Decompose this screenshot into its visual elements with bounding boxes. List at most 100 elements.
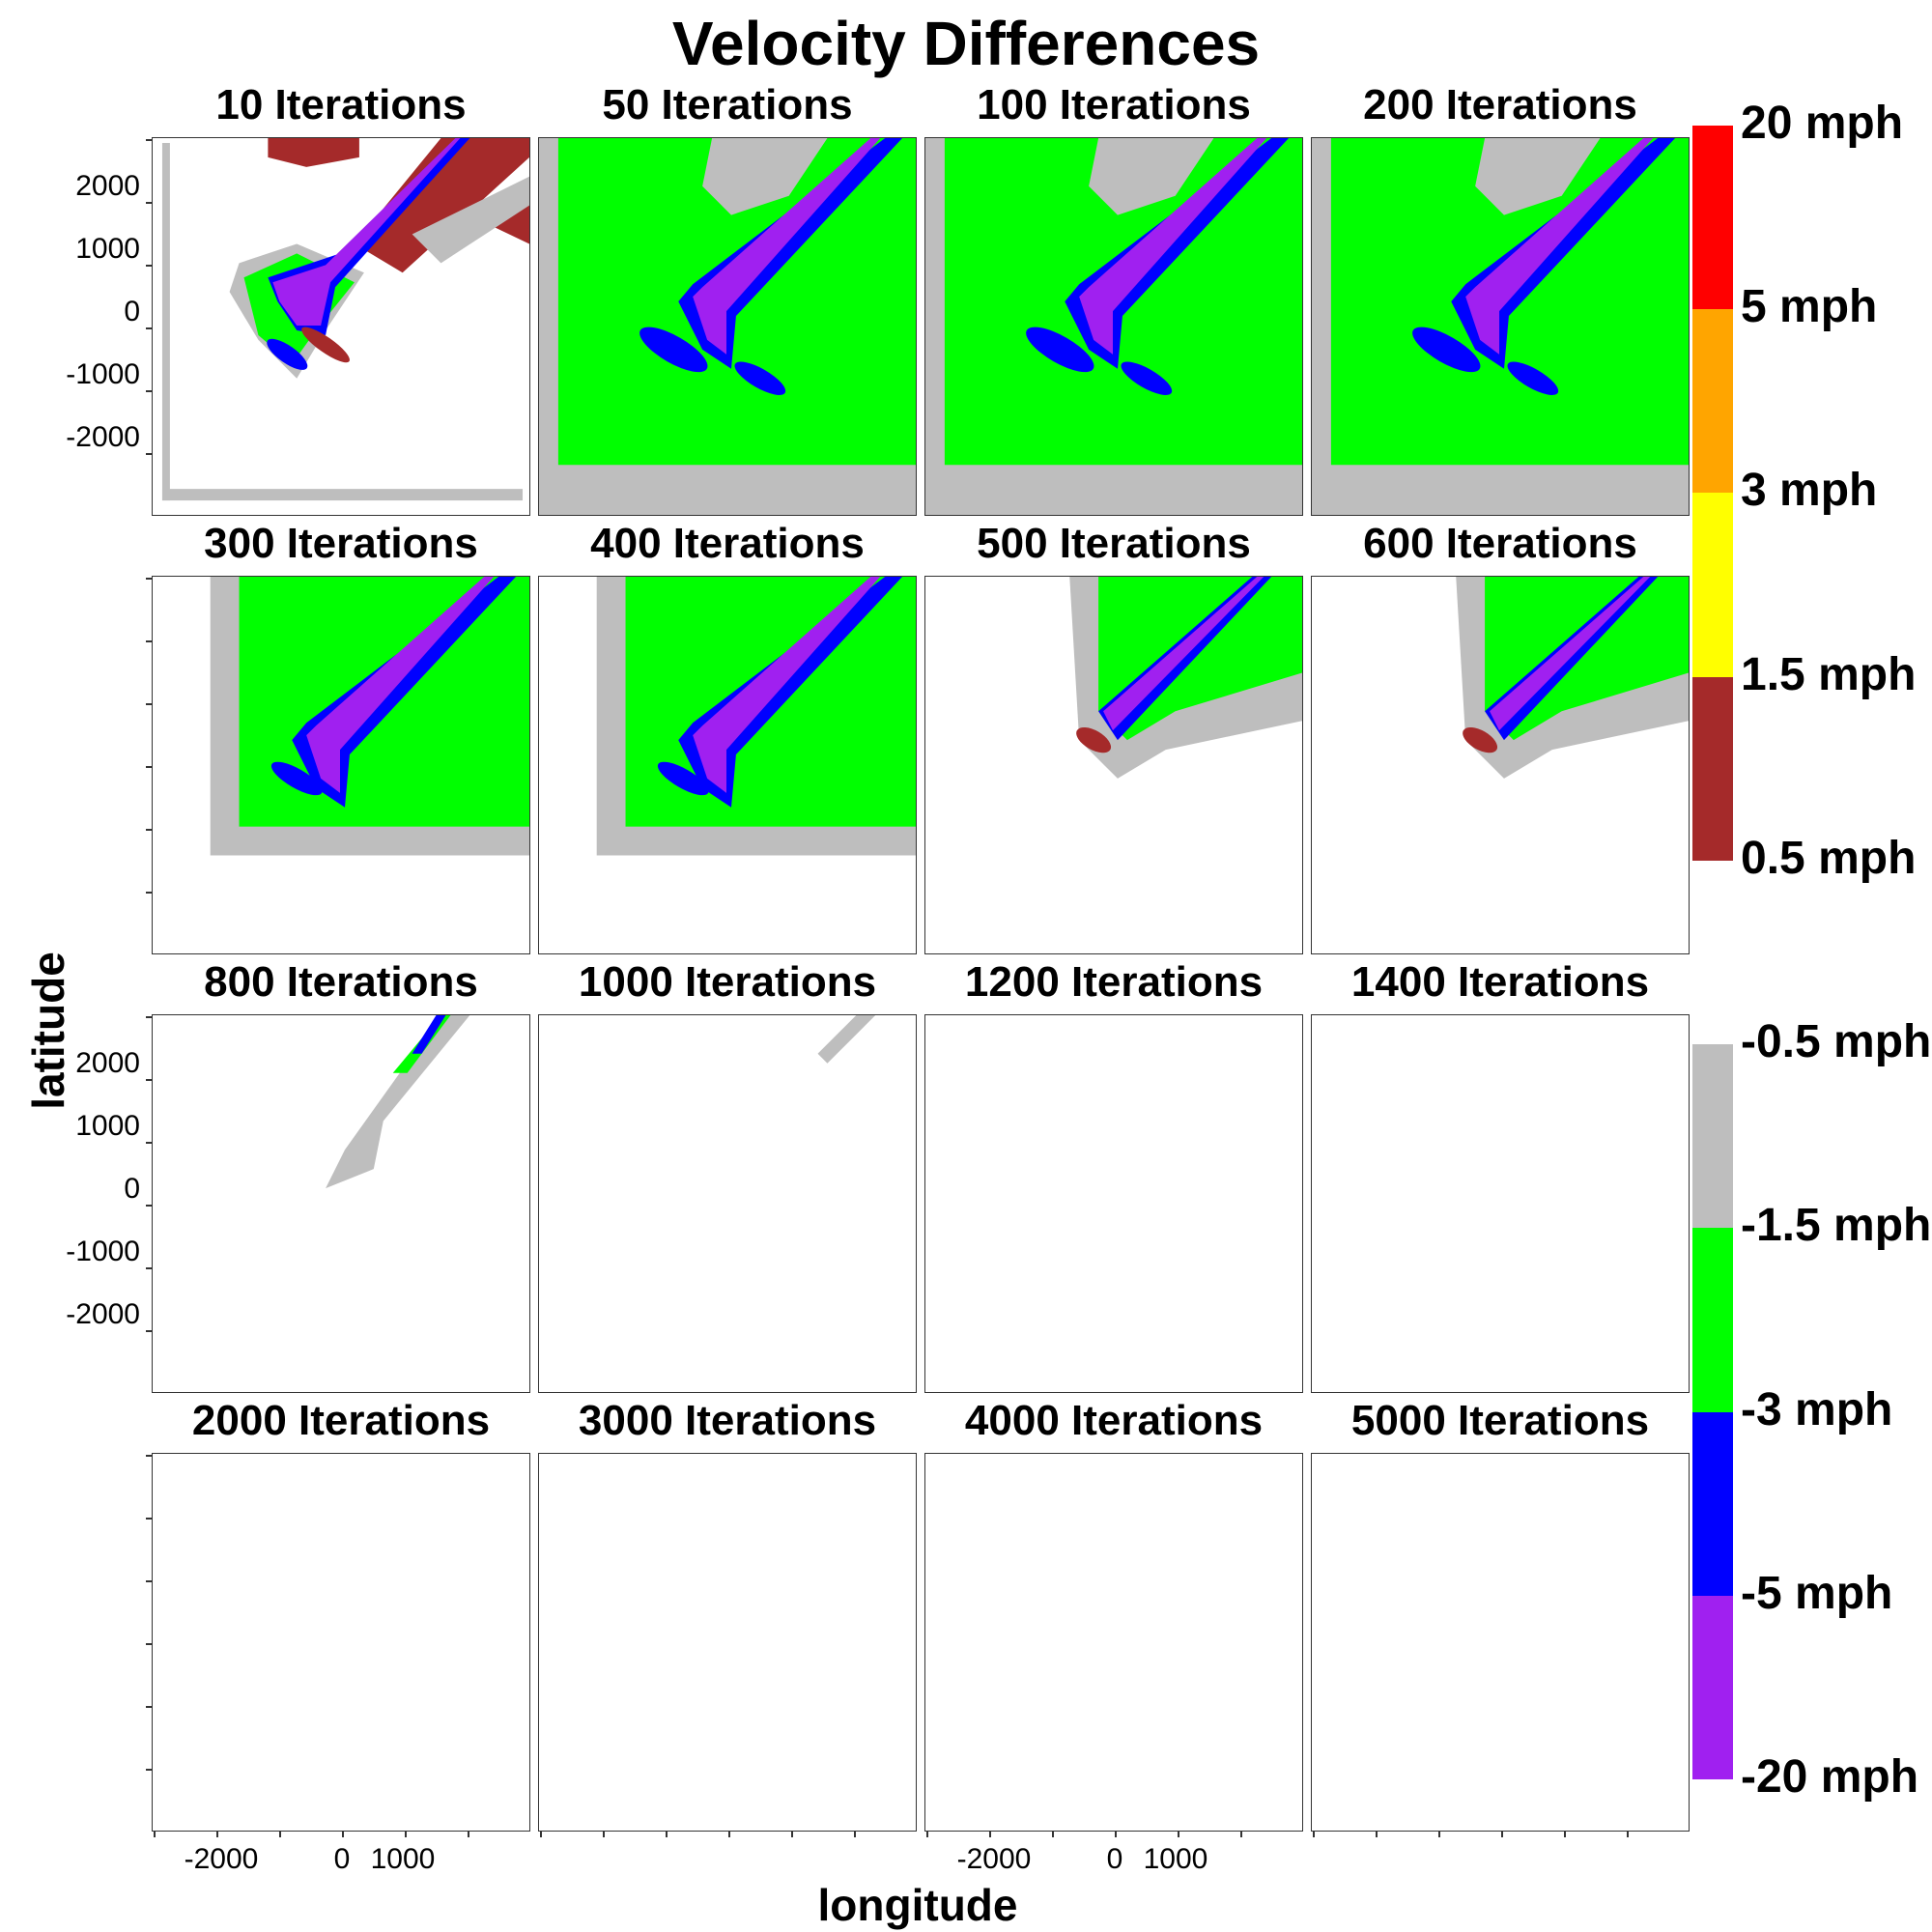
y-axis-title: latitude: [23, 952, 73, 1110]
y-tick-mark: [146, 265, 152, 267]
x-tick-mark: [540, 1832, 542, 1837]
x-tick-mark: [1501, 1832, 1503, 1837]
y-tick-mark: [146, 640, 152, 642]
heatmap-panel: [152, 1453, 530, 1832]
x-tick-mark: [1240, 1832, 1242, 1837]
x-tick-label: 1000: [370, 1843, 436, 1875]
heatmap-panel: [152, 1014, 530, 1393]
x-tick-mark: [728, 1832, 730, 1837]
legend-label: 1.5 mph: [1741, 648, 1917, 700]
legend-swatch: [1692, 493, 1733, 678]
panel-title: 10 Iterations: [215, 81, 467, 128]
panel-title: 50 Iterations: [602, 81, 853, 128]
x-tick-label: -2000: [184, 1843, 259, 1875]
x-tick-label: -2000: [956, 1843, 1032, 1875]
border-gray: [161, 142, 170, 501]
legend-label: -5 mph: [1741, 1567, 1893, 1619]
y-tick-mark: [146, 1142, 152, 1144]
legend-swatch: [1692, 1595, 1733, 1780]
blue-ellipse: [734, 361, 786, 395]
x-tick-label: 0: [333, 1843, 351, 1875]
legend-label: 3 mph: [1741, 465, 1878, 517]
panel-title: 100 Iterations: [977, 81, 1251, 128]
blue-ellipse: [1412, 327, 1481, 373]
x-tick-mark: [1115, 1832, 1117, 1837]
y-tick-mark: [146, 1769, 152, 1771]
y-tick-mark: [146, 578, 152, 580]
heatmap-panel: [538, 1453, 917, 1832]
panel-title: 400 Iterations: [590, 520, 865, 567]
y-tick-mark: [146, 1205, 152, 1207]
brown-ellipse: [301, 327, 350, 363]
heatmap-panel: [152, 576, 530, 954]
plume-purple: [1079, 138, 1267, 355]
panel-title: 200 Iterations: [1363, 81, 1637, 128]
color-legend-bar: [1692, 126, 1733, 1780]
x-tick-mark: [279, 1832, 281, 1837]
legend-label: 20 mph: [1741, 98, 1904, 149]
panel-title: 4000 Iterations: [964, 1397, 1264, 1444]
heatmap-cells: [153, 1454, 529, 1831]
y-tick-label: -1000: [66, 1236, 140, 1267]
brown-spot: [1463, 726, 1498, 753]
y-tick-mark: [146, 829, 152, 831]
heatmap-cells: [1312, 138, 1689, 515]
heatmap-cells: [1312, 1454, 1689, 1831]
legend-label: -0.5 mph: [1741, 1016, 1932, 1068]
heatmap-cells: [539, 1454, 916, 1831]
heatmap-cells: [925, 138, 1302, 515]
x-tick-label: 0: [1106, 1843, 1123, 1875]
x-tick-mark: [216, 1832, 218, 1837]
y-tick-label: -2000: [66, 1298, 140, 1330]
legend-label: -3 mph: [1741, 1383, 1893, 1435]
panel-title: 3000 Iterations: [578, 1397, 877, 1444]
x-axis-title: longitude: [817, 1880, 1018, 1930]
heatmap-cells: [539, 138, 916, 515]
x-tick-mark: [926, 1832, 928, 1837]
x-tick-mark: [603, 1832, 605, 1837]
gray-region: [1475, 138, 1601, 215]
legend-swatch: [1692, 126, 1733, 310]
legend-label: -20 mph: [1741, 1751, 1919, 1803]
panel-title: 2000 Iterations: [191, 1397, 491, 1444]
y-tick-mark: [146, 1706, 152, 1708]
panel-title: 500 Iterations: [977, 520, 1251, 567]
legend-label: -1.5 mph: [1741, 1200, 1932, 1252]
y-tick-mark: [146, 1016, 152, 1018]
blue-streak: [412, 1015, 446, 1054]
purple-streak: [1490, 577, 1651, 731]
x-tick-mark: [405, 1832, 407, 1837]
brown-region: [268, 138, 359, 167]
heatmap-panel: [538, 576, 917, 954]
heatmap-panel: [1311, 576, 1690, 954]
gray-region: [412, 176, 529, 264]
panel-title: 800 Iterations: [204, 958, 478, 1006]
x-tick-mark: [989, 1832, 991, 1837]
panel-title: 5000 Iterations: [1350, 1397, 1650, 1444]
blue-ellipse: [1507, 361, 1559, 395]
gray-region: [702, 138, 828, 215]
legend-label: 0.5 mph: [1741, 832, 1917, 884]
y-tick-mark: [146, 390, 152, 392]
blue-ellipse: [1026, 327, 1094, 373]
y-tick-label: -2000: [66, 421, 140, 453]
y-tick-label: 2000: [75, 170, 140, 202]
plume-blue: [1451, 138, 1676, 369]
y-tick-label: -1000: [66, 358, 140, 390]
heatmap-panel: [538, 1014, 917, 1393]
brown-spot: [1076, 726, 1112, 753]
x-tick-mark: [1376, 1832, 1378, 1837]
heatmap-cells: [596, 577, 916, 856]
heatmap-cells: [161, 138, 529, 501]
blue-ellipse: [1121, 361, 1173, 395]
y-tick-mark: [146, 1455, 152, 1457]
plume-purple: [1465, 138, 1654, 355]
x-tick-mark: [854, 1832, 856, 1837]
legend-swatch: [1692, 309, 1733, 494]
plume-purple: [693, 577, 881, 793]
legend-swatch: [1692, 860, 1733, 1045]
gray-streak: [326, 1015, 470, 1189]
y-tick-mark: [146, 703, 152, 705]
legend-swatch: [1692, 676, 1733, 862]
